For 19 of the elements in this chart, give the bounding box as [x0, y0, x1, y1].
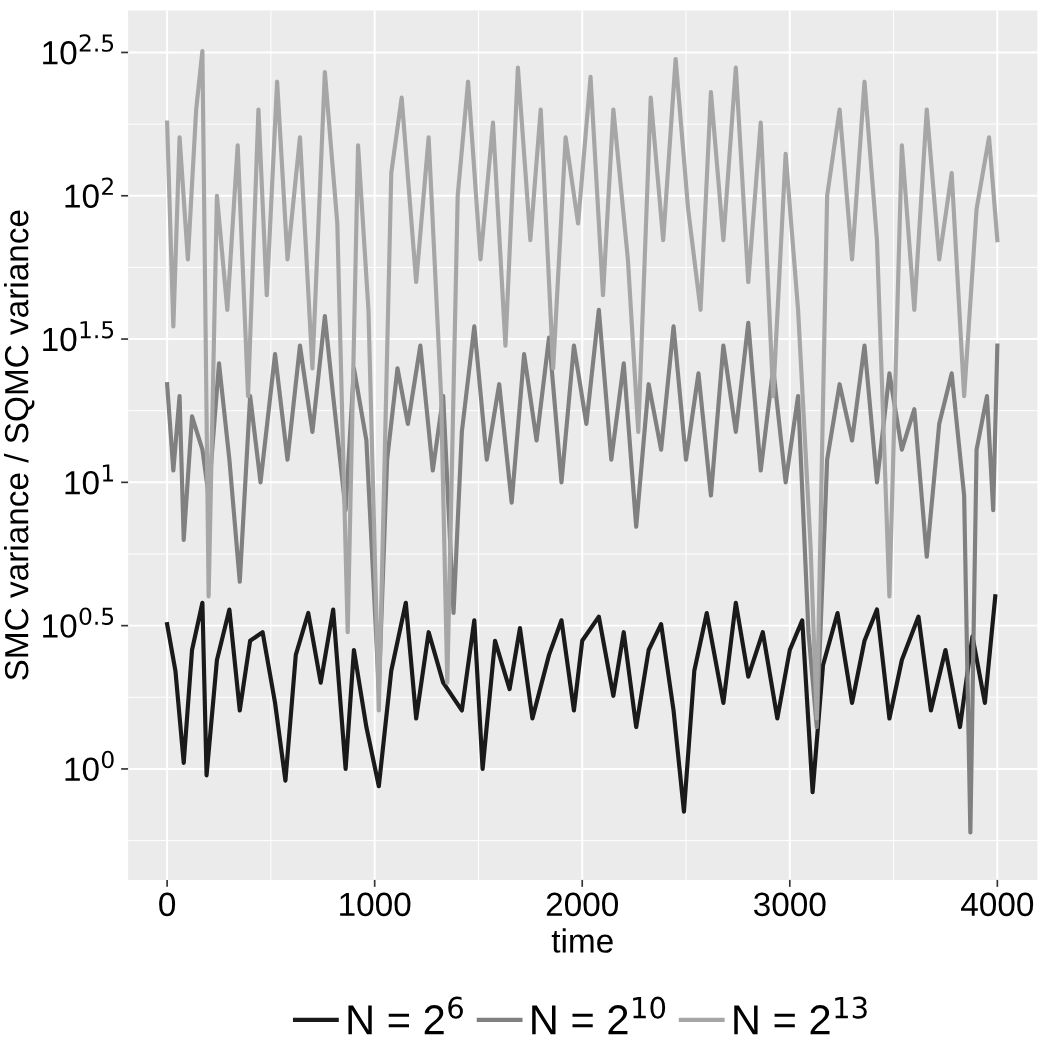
y-tick-label: 10$^{1}$	[65, 464, 114, 495]
line-series	[165, 594, 998, 814]
line-series	[165, 307, 1000, 835]
y-tick-label: 10$^{0}$	[65, 750, 114, 782]
legend-label: N = 2$^{10}$	[532, 996, 666, 1035]
y-tick-label: 10$^{0.5}$	[43, 607, 114, 638]
x-tick-label: 2000	[546, 892, 619, 917]
y-axis-title: SMC variance / SQMC variance	[4, 210, 35, 680]
x-tick-label: 4000	[961, 892, 1034, 917]
y-tick-label: 10$^{2}$	[65, 177, 113, 208]
x-axis-title: time	[551, 928, 613, 953]
legend-label: N = 2$^{13}$	[734, 996, 867, 1035]
y-tick-label: 10$^{2.5}$	[43, 34, 114, 65]
x-tick-label: 1000	[340, 892, 411, 917]
legend-label: N = 2$^{6}$	[348, 996, 463, 1035]
line-series	[165, 48, 1000, 721]
y-tick-label: 10$^{1.5}$	[43, 321, 114, 352]
x-tick-label: 0	[159, 892, 176, 917]
x-tick-label: 3000	[753, 892, 826, 917]
